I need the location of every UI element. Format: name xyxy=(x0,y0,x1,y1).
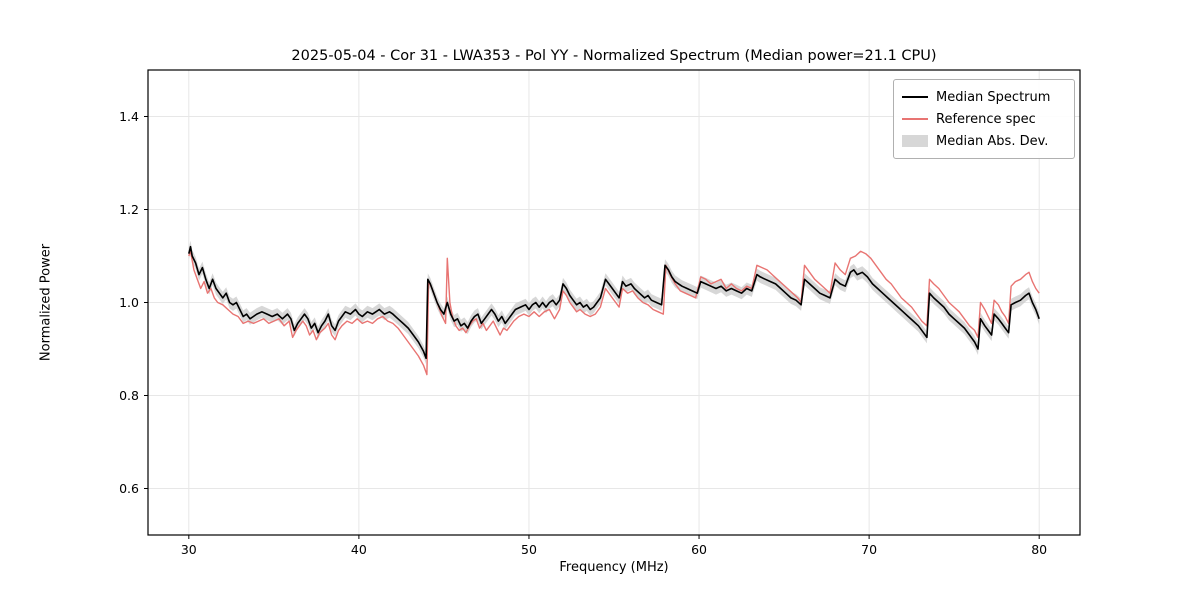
svg-text:0.8: 0.8 xyxy=(119,388,139,403)
svg-text:0.6: 0.6 xyxy=(119,481,139,496)
mad-band-swatch xyxy=(902,135,928,147)
legend-label-mad: Median Abs. Dev. xyxy=(936,133,1049,149)
legend-item-reference-spec: Reference spec xyxy=(902,108,1066,130)
median-line-swatch xyxy=(902,96,928,98)
chart-title: 2025-05-04 - Cor 31 - LWA353 - Pol YY - … xyxy=(291,48,937,64)
svg-text:80: 80 xyxy=(1031,542,1047,557)
x-axis-label: Frequency (MHz) xyxy=(559,560,669,575)
legend-label-reference: Reference spec xyxy=(936,111,1036,127)
y-axis-label: Normalized Power xyxy=(38,243,54,362)
legend: Median Spectrum Reference spec Median Ab… xyxy=(893,79,1075,159)
svg-text:1.2: 1.2 xyxy=(119,202,139,217)
svg-text:60: 60 xyxy=(691,542,707,557)
svg-text:50: 50 xyxy=(521,542,537,557)
svg-text:40: 40 xyxy=(351,542,367,557)
legend-label-median: Median Spectrum xyxy=(936,89,1051,105)
svg-text:1.0: 1.0 xyxy=(119,295,139,310)
svg-text:70: 70 xyxy=(861,542,877,557)
legend-item-median-abs-dev: Median Abs. Dev. xyxy=(902,130,1066,152)
reference-line-swatch xyxy=(902,118,928,120)
legend-item-median-spectrum: Median Spectrum xyxy=(902,86,1066,108)
svg-text:1.4: 1.4 xyxy=(119,109,139,124)
svg-text:30: 30 xyxy=(181,542,197,557)
